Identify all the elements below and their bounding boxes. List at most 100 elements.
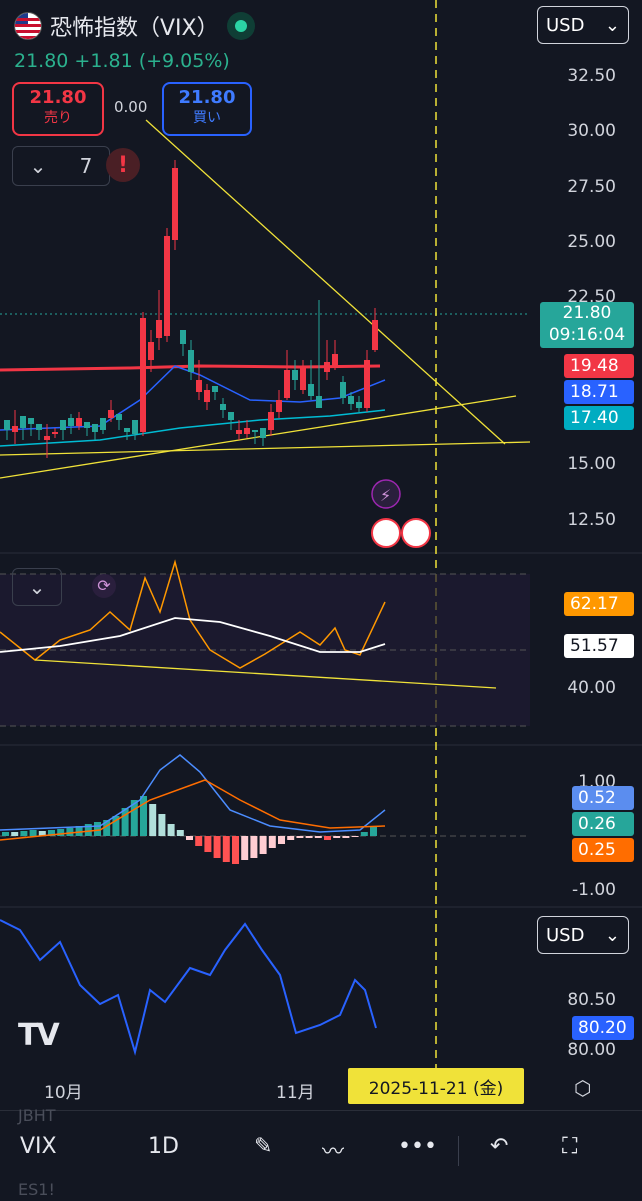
candle-body (316, 396, 322, 408)
candle-body (172, 168, 178, 240)
chart-canvas[interactable]: ⚡ (0, 0, 642, 1110)
ma-cyan-line (0, 409, 386, 447)
currency-select[interactable]: USD ⌄ (537, 6, 629, 44)
candle-body (244, 428, 250, 434)
currency-select-lower[interactable]: USD ⌄ (537, 916, 629, 954)
lower-tick: 80.00 (567, 1040, 616, 1060)
macd-bar (112, 816, 120, 836)
candle-body (156, 320, 162, 338)
symbol-name: 恐怖指数（VIX） (50, 16, 219, 41)
macd-bar (94, 822, 101, 836)
draw-pen-icon[interactable]: ✎ (254, 1134, 273, 1159)
buy-label: 買い (193, 110, 221, 126)
candle-body (124, 428, 130, 432)
chevron-down-icon: ⌄ (28, 575, 46, 599)
alert-icon[interactable]: ! (106, 148, 140, 182)
candle-body (348, 396, 354, 404)
trendline-upper[interactable] (145, 119, 506, 445)
indicators-icon[interactable]: 〰 (322, 1140, 345, 1165)
macd-bar (195, 836, 203, 846)
tradingview-logo: TV (18, 1018, 60, 1053)
price-tick: 25.00 (567, 232, 616, 252)
us-flag-event-icon[interactable] (371, 518, 401, 548)
buy-button[interactable]: 21.80 買い (162, 82, 252, 136)
rsi-white-label: 51.57 (564, 634, 634, 658)
candle-body (164, 236, 170, 336)
macd-bar (75, 826, 83, 836)
candle-body (84, 422, 90, 428)
macd-bar (241, 836, 249, 860)
candle-body (44, 436, 50, 440)
macd-bar (48, 830, 55, 836)
price-tick: 30.00 (567, 121, 616, 141)
currency-label: USD (546, 924, 585, 946)
us-flag-icon (14, 12, 42, 40)
candle-body (148, 342, 154, 360)
more-icon[interactable]: ••• (398, 1134, 437, 1159)
lightning-icon[interactable] (371, 479, 401, 509)
candle-body (12, 426, 18, 432)
candle-body (100, 418, 106, 430)
ghost-symbol: ES1! (18, 1180, 55, 1199)
us-flag-event-icon[interactable] (401, 518, 431, 548)
macd-bar (38, 831, 46, 836)
macd-bar (222, 836, 230, 862)
candle-body (188, 350, 194, 372)
candle-body (68, 418, 74, 426)
rsi-ma-line (0, 617, 386, 653)
trendline-lower[interactable] (0, 395, 517, 479)
rsi-orange-label: 62.17 (564, 592, 634, 616)
pane-collapse-button[interactable]: ⌄ (12, 568, 62, 606)
macd-bar (57, 829, 65, 836)
spread-value: 0.00 (114, 98, 148, 116)
settings-icon[interactable]: ⬡ (574, 1076, 592, 1100)
lower-value-label: 80.20 (572, 1016, 634, 1040)
macd-bar (66, 828, 74, 836)
price-tick: 15.00 (567, 454, 616, 474)
fullscreen-icon[interactable]: ⛶ (562, 1134, 578, 1159)
candle-body (260, 428, 266, 438)
candle-body (268, 412, 274, 430)
macd-bar (103, 820, 111, 836)
sell-label: 売り (44, 110, 72, 126)
candle-body (76, 418, 82, 426)
trendline-support[interactable] (0, 441, 531, 456)
ma-red-label: 19.48 (564, 354, 634, 378)
macd-bar (2, 832, 9, 836)
candle-body (108, 410, 114, 418)
symbol-button[interactable]: VIX (20, 1134, 57, 1159)
interval-button[interactable]: 1D (148, 1134, 179, 1159)
macd-tick: -1.00 (572, 880, 616, 900)
macd-bar (342, 836, 350, 838)
ma-blue-label: 18.71 (564, 380, 634, 404)
macd-bar (314, 836, 322, 838)
symbol-title[interactable]: 恐怖指数（VIX） (14, 10, 255, 42)
macd-bar (370, 826, 377, 836)
svg-text:⚡: ⚡ (380, 486, 391, 505)
undo-icon[interactable]: ↶ (490, 1134, 509, 1159)
macd-bar (176, 830, 184, 836)
indicator-toggle[interactable]: ⌄ 7 (12, 146, 110, 186)
candle-body (324, 362, 330, 372)
candle-body (252, 430, 258, 432)
macd-bar (84, 824, 92, 836)
price-tick: 12.50 (567, 510, 616, 530)
sync-icon[interactable]: ⟳ (92, 574, 116, 598)
chevron-down-icon: ⌄ (604, 924, 620, 946)
macd-line (0, 754, 386, 833)
macd-bar (140, 796, 147, 836)
sell-button[interactable]: 21.80 売り (12, 82, 104, 136)
macd-bar (121, 808, 129, 836)
currency-label: USD (546, 14, 585, 36)
candle-body (340, 382, 346, 398)
sell-price: 21.80 (29, 87, 87, 108)
candle-body (228, 412, 234, 420)
indicator-count: 7 (79, 154, 93, 178)
candle-body (212, 386, 218, 392)
macd-bar (186, 836, 193, 840)
macd-blue-label: 0.52 (572, 786, 634, 810)
candle-body (20, 416, 26, 428)
candle-body (332, 354, 338, 366)
macd-bar (333, 836, 341, 838)
rsi-trendline[interactable] (34, 659, 497, 689)
